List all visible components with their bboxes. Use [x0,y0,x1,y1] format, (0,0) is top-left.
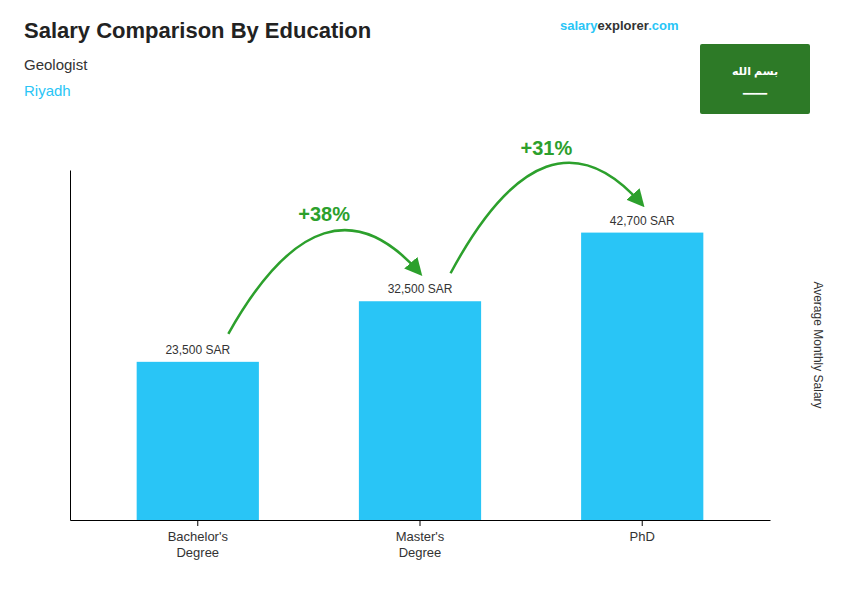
data-label: 23,500 SAR [165,343,230,357]
x-tick-label-line: Degree [399,545,442,560]
badge-text: بسم الله [732,65,778,78]
website-part: explorer [598,18,649,33]
data-label: 32,500 SAR [388,282,453,296]
bar [581,233,703,520]
bar [359,301,481,520]
x-tick-mark [420,520,421,526]
bar [137,362,259,520]
website: salaryexplorer.com [560,18,679,33]
x-tick-label-line: PhD [630,529,655,544]
x-tick-label-line: Master's [396,529,445,544]
x-tick-label: PhD [630,529,655,544]
x-tick-label: Master'sDegree [396,529,445,560]
annotation: +31% [521,137,573,159]
annotation: +38% [298,203,350,225]
y-axis [70,171,71,521]
subtitle: Geologist [24,56,88,73]
annotations: +38% +31% [228,137,642,334]
x-tick-label-line: Bachelor's [168,529,229,544]
arrow [228,230,420,334]
title: Salary Comparison By Education [24,18,371,43]
arrow [451,163,643,274]
data-label: 42,700 SAR [610,214,675,228]
website-part: salary [560,18,598,33]
website-part: .com [648,18,678,33]
x-tick-mark [642,520,643,526]
x-tick-label: Bachelor'sDegree [168,529,229,560]
y-axis-title: Average Monthly Salary [811,281,825,408]
x-tick-label-line: Degree [176,545,219,560]
subtitle: Riyadh [24,82,71,99]
badge-text: ━━━━ [742,88,768,99]
data-labels: 23,500 SAR 32,500 SAR 42,700 SAR [165,214,674,357]
x-tick: PhD [630,520,655,544]
badge: بسم الله ━━━━ [700,44,810,114]
chart: Salary Comparison By Education Geologist R… [0,0,850,606]
x-axis: Bachelor'sDegreeMaster'sDegreePhD [71,520,771,560]
y-axis-line [70,171,71,521]
plot [137,233,704,520]
x-tick: Master'sDegree [396,520,445,560]
badge-box [700,44,810,114]
x-tick: Bachelor'sDegree [168,520,229,560]
x-tick-mark [197,520,198,526]
